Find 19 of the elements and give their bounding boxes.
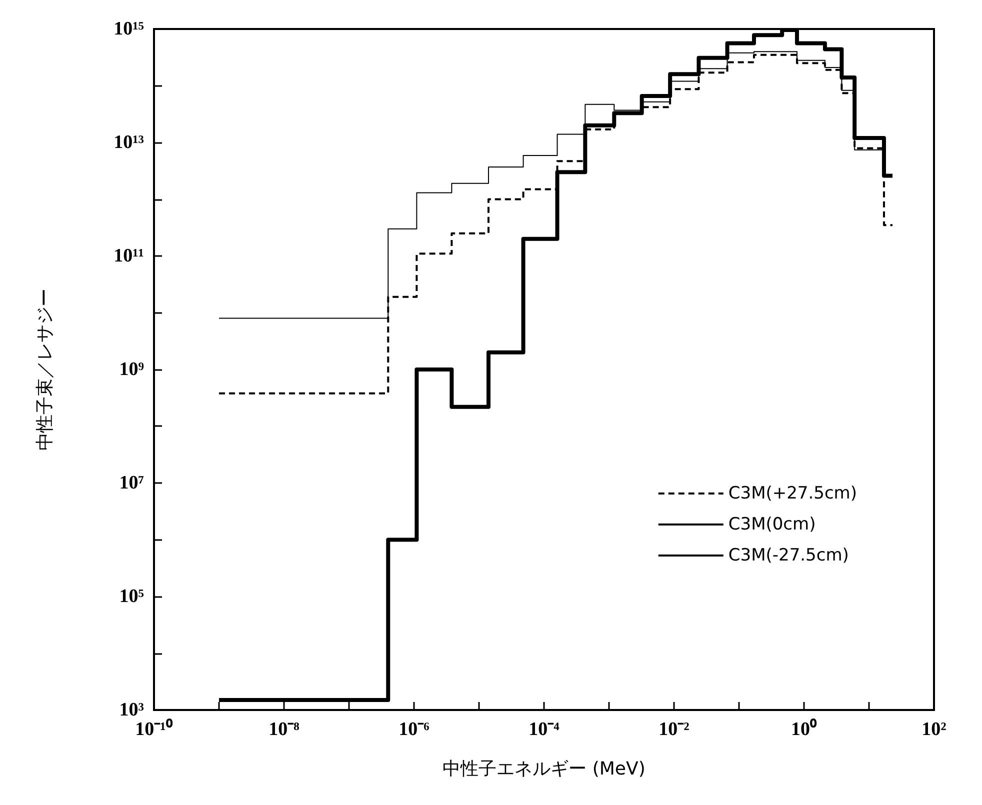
- y-tick-label: 10¹⁵: [114, 18, 144, 40]
- x-tick-label: 10⁻²: [658, 719, 690, 740]
- x-tick-label: 10⁻¹⁰: [135, 718, 173, 740]
- y-axis-title: 中性子束／レサジー: [34, 288, 56, 450]
- legend-label: C3M(0cm): [728, 514, 816, 534]
- y-tick-label: 10⁷: [119, 472, 144, 494]
- x-axis-title: 中性子エネルギー (MeV): [442, 758, 646, 780]
- x-tick-label: 10⁻⁴: [528, 719, 560, 740]
- y-tick-label: 10¹³: [114, 132, 144, 153]
- legend-label: C3M(-27.5cm): [728, 546, 849, 566]
- legend-label: C3M(+27.5cm): [728, 484, 858, 504]
- x-tick-label: 10⁻⁸: [268, 719, 300, 740]
- x-tick-label: 10²: [922, 719, 947, 740]
- y-tick-label: 10⁵: [119, 586, 144, 607]
- x-tick-label: 10⁰: [791, 718, 817, 740]
- x-tick-label: 10⁻⁶: [398, 719, 430, 740]
- y-tick-label: 10⁹: [119, 359, 144, 380]
- y-tick-label: 10³: [119, 700, 144, 720]
- y-tick-label: 10¹¹: [114, 246, 144, 266]
